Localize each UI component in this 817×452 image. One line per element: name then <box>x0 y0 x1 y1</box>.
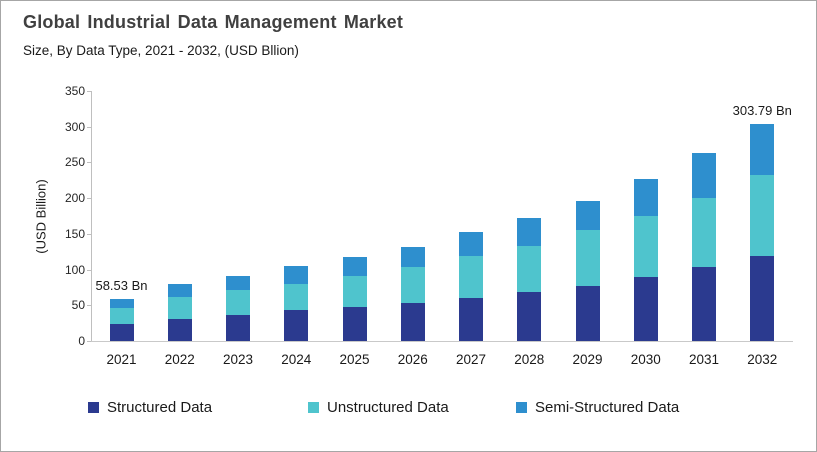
bar-segment-semi-structured-data-2026 <box>400 246 425 267</box>
bar-segment-structured-data-2021 <box>109 324 134 341</box>
bar-segment-unstructured-data-2032 <box>750 174 775 257</box>
legend-label: Unstructured Data <box>327 398 449 416</box>
x-tick-label-2022: 2022 <box>164 352 195 367</box>
bar-segment-semi-structured-data-2025 <box>342 256 367 276</box>
bar-segment-semi-structured-data-2024 <box>284 266 309 285</box>
x-tick-label-2028: 2028 <box>514 352 545 367</box>
bar-segment-structured-data-2032 <box>750 256 775 341</box>
legend-swatch-icon <box>516 401 527 413</box>
bar-segment-semi-structured-data-2032 <box>750 124 775 175</box>
bar-segment-structured-data-2029 <box>575 285 600 341</box>
x-tick-label-2031: 2031 <box>688 352 720 367</box>
y-tick-mark-0 <box>87 341 91 342</box>
bar-segment-structured-data-2022 <box>167 318 192 341</box>
legend-item-semi-structured-data: Semi-Structured Data <box>516 397 679 417</box>
bar-segment-semi-structured-data-2028 <box>517 217 542 246</box>
y-tick-label-350: 350 <box>64 84 85 98</box>
bar-segment-structured-data-2023 <box>226 314 250 341</box>
y-tick-mark-150 <box>87 233 91 235</box>
bar-segment-structured-data-2026 <box>400 303 425 341</box>
bar-segment-structured-data-2027 <box>459 298 483 341</box>
y-axis-line <box>91 91 92 341</box>
bar-segment-semi-structured-data-2030 <box>633 179 658 216</box>
bar-segment-unstructured-data-2029 <box>575 230 600 286</box>
x-tick-label-2026: 2026 <box>397 352 428 367</box>
legend-item-unstructured-data: Unstructured Data <box>308 397 449 417</box>
bar-segment-unstructured-data-2026 <box>400 266 425 304</box>
bar-segment-unstructured-data-2027 <box>459 256 483 298</box>
bar-segment-structured-data-2024 <box>284 310 309 341</box>
plot-area <box>91 91 791 341</box>
total-label-2021: 58.53 Bn <box>95 278 148 294</box>
bar-segment-semi-structured-data-2023 <box>226 275 250 290</box>
bar-segment-structured-data-2030 <box>633 277 658 341</box>
bar-segment-semi-structured-data-2022 <box>167 283 192 298</box>
bar-segment-structured-data-2028 <box>517 292 542 341</box>
y-tick-label-50: 50 <box>71 298 85 313</box>
y-tick-mark-100 <box>87 269 91 271</box>
legend: Structured Data Unstructured Data Semi-Str… <box>1 397 816 419</box>
y-tick-mark-300 <box>87 126 91 128</box>
chart-title: Global Industrial Data Management Market <box>23 12 404 32</box>
bar-segment-structured-data-2031 <box>692 266 716 341</box>
y-tick-mark-200 <box>87 198 91 200</box>
bar-segment-structured-data-2025 <box>342 307 367 341</box>
bar-segment-unstructured-data-2024 <box>284 284 309 311</box>
x-tick-label-2030: 2030 <box>630 352 661 367</box>
y-axis-title: (USD Billion) <box>33 179 49 254</box>
y-tick-label-250: 250 <box>64 155 85 170</box>
bar-segment-semi-structured-data-2029 <box>575 200 600 230</box>
bar-segment-unstructured-data-2022 <box>167 297 192 319</box>
y-tick-mark-250 <box>87 162 91 164</box>
y-tick-mark-50 <box>87 305 91 307</box>
x-tick-label-2025: 2025 <box>339 352 370 367</box>
x-axis-line <box>91 341 793 342</box>
x-tick-label-2032: 2032 <box>747 352 778 367</box>
bar-segment-unstructured-data-2025 <box>342 276 367 308</box>
x-tick-label-2021: 2021 <box>106 352 137 367</box>
bar-segment-unstructured-data-2021 <box>109 308 134 325</box>
bar-segment-semi-structured-data-2031 <box>692 153 716 198</box>
y-tick-label-200: 200 <box>64 191 85 206</box>
legend-label: Structured Data <box>107 398 213 416</box>
x-tick-label-2029: 2029 <box>572 352 603 367</box>
legend-item-structured-data: Structured Data <box>88 397 212 417</box>
legend-label: Semi-Structured Data <box>535 398 680 416</box>
bar-segment-semi-structured-data-2021 <box>109 299 134 309</box>
total-label-2032: 303.79 Bn <box>732 103 792 118</box>
chart-subtitle: Size, By Data Type, 2021 - 2032, (USD Bl… <box>23 43 299 58</box>
bar-segment-unstructured-data-2030 <box>633 215 658 278</box>
x-tick-label-2027: 2027 <box>455 352 487 367</box>
y-tick-label-300: 300 <box>64 119 85 134</box>
x-tick-label-2023: 2023 <box>222 352 254 367</box>
y-tick-label-0: 0 <box>78 334 85 348</box>
bar-segment-unstructured-data-2023 <box>226 289 250 315</box>
y-tick-label-150: 150 <box>64 226 85 241</box>
x-tick-label-2024: 2024 <box>281 352 312 367</box>
bar-segment-unstructured-data-2031 <box>692 197 716 267</box>
y-tick-label-100: 100 <box>64 262 85 277</box>
legend-swatch-icon <box>88 401 99 413</box>
bar-segment-unstructured-data-2028 <box>517 245 542 293</box>
legend-swatch-icon <box>308 401 319 413</box>
y-tick-mark-350 <box>87 91 91 92</box>
bar-segment-semi-structured-data-2027 <box>459 232 483 257</box>
